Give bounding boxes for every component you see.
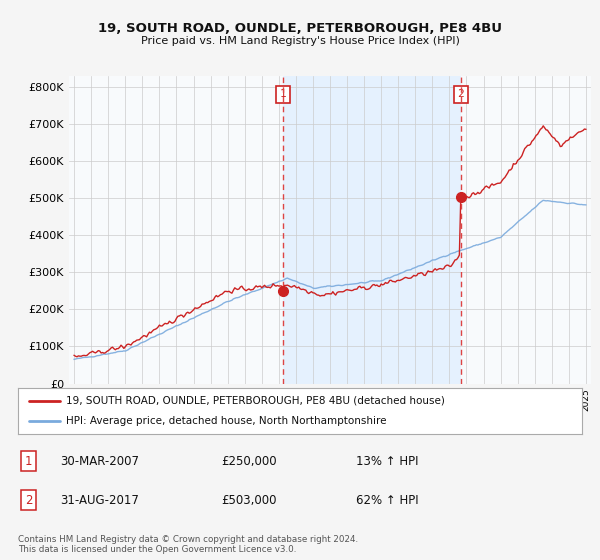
Text: 31-AUG-2017: 31-AUG-2017 bbox=[60, 493, 139, 507]
Text: Contains HM Land Registry data © Crown copyright and database right 2024.
This d: Contains HM Land Registry data © Crown c… bbox=[18, 535, 358, 554]
Text: Price paid vs. HM Land Registry's House Price Index (HPI): Price paid vs. HM Land Registry's House … bbox=[140, 36, 460, 46]
Text: 19, SOUTH ROAD, OUNDLE, PETERBOROUGH, PE8 4BU: 19, SOUTH ROAD, OUNDLE, PETERBOROUGH, PE… bbox=[98, 22, 502, 35]
Bar bbox=[283, 76, 461, 384]
Text: £250,000: £250,000 bbox=[221, 455, 277, 468]
Text: 62% ↑ HPI: 62% ↑ HPI bbox=[356, 493, 419, 507]
Text: 2: 2 bbox=[457, 90, 464, 100]
Text: 1: 1 bbox=[280, 90, 286, 100]
Text: 30-MAR-2007: 30-MAR-2007 bbox=[60, 455, 139, 468]
Text: 19, SOUTH ROAD, OUNDLE, PETERBOROUGH, PE8 4BU (detached house): 19, SOUTH ROAD, OUNDLE, PETERBOROUGH, PE… bbox=[66, 395, 445, 405]
Text: HPI: Average price, detached house, North Northamptonshire: HPI: Average price, detached house, Nort… bbox=[66, 416, 386, 426]
Text: 13% ↑ HPI: 13% ↑ HPI bbox=[356, 455, 419, 468]
Text: 1: 1 bbox=[25, 455, 32, 468]
Text: 2: 2 bbox=[25, 493, 32, 507]
Text: £503,000: £503,000 bbox=[221, 493, 277, 507]
